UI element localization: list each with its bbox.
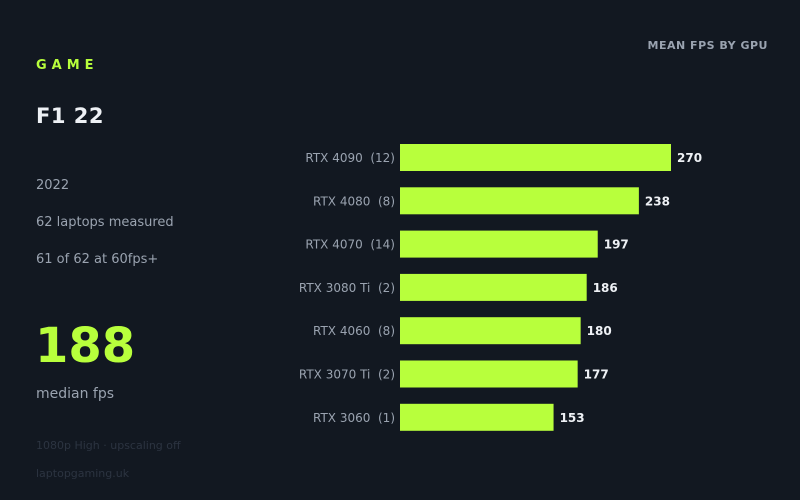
fps-bar: [400, 317, 581, 345]
fps-bar: [400, 360, 578, 388]
fps-value-label: 270: [677, 151, 702, 165]
gpu-label: RTX 3070 Ti (2): [299, 368, 395, 382]
fps-value-label: 197: [604, 238, 629, 252]
fps-value-label: 238: [645, 194, 670, 208]
gpu-label: RTX 3080 Ti (2): [299, 281, 395, 295]
source-credit: laptopgaming.uk: [36, 467, 130, 480]
fps-bar: [400, 187, 639, 215]
fps-bar: [400, 230, 598, 258]
test-settings: 1080p High · upscaling off: [36, 439, 181, 452]
chart-title: MEAN FPS BY GPU: [647, 39, 768, 52]
section-label: GAME: [36, 58, 99, 73]
fps-value-label: 177: [584, 368, 609, 382]
fps-bar: [400, 403, 554, 431]
laptops-measured: 62 laptops measured: [36, 215, 174, 230]
release-year: 2022: [36, 178, 70, 193]
gpu-label: RTX 4080 (8): [313, 194, 395, 208]
fps-value-label: 153: [560, 411, 585, 425]
gpu-label: RTX 4060 (8): [313, 324, 395, 338]
fps-bar: [400, 273, 587, 301]
game-title: F1 22: [36, 104, 104, 128]
median-fps-value: 188: [35, 318, 136, 374]
gpu-label: RTX 3060 (1): [313, 411, 395, 425]
gpu-label: RTX 4070 (14): [305, 238, 395, 252]
median-fps-label: median fps: [36, 386, 115, 402]
gpu-label: RTX 4090 (12): [305, 151, 395, 165]
fps-value-label: 180: [587, 324, 612, 338]
fps-bar: [400, 144, 671, 171]
fps-value-label: 186: [593, 281, 618, 295]
pass-rate: 61 of 62 at 60fps+: [36, 252, 159, 267]
